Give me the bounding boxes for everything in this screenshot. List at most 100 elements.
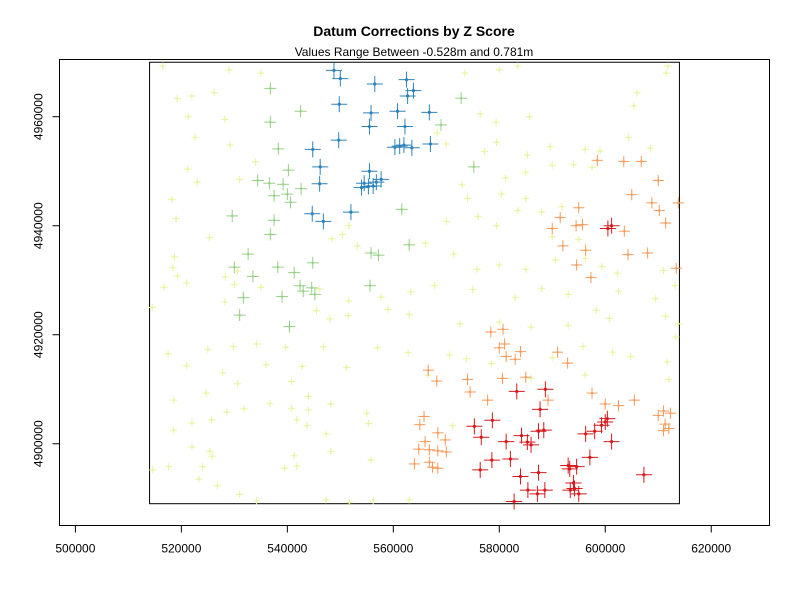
data-point-yellow	[497, 190, 505, 198]
data-point-yellow	[487, 360, 495, 368]
data-point-red	[466, 418, 483, 435]
data-point-yellow	[253, 340, 261, 348]
data-point-yellow	[522, 194, 530, 203]
data-point-yellow	[345, 297, 353, 305]
data-point-green	[251, 174, 264, 187]
data-point-blue	[363, 104, 380, 121]
data-point-yellow	[511, 294, 519, 302]
data-point-yellow	[236, 175, 244, 184]
data-point-blue	[342, 204, 359, 221]
data-point-yellow	[564, 321, 572, 330]
data-point-orange	[670, 262, 682, 274]
data-point-yellow	[170, 253, 179, 261]
data-point-yellow	[353, 242, 361, 250]
data-point-yellow	[558, 203, 566, 211]
data-point-orange	[612, 399, 625, 412]
data-point-yellow	[293, 462, 301, 470]
data-point-orange	[576, 219, 589, 231]
data-point-yellow	[364, 419, 373, 428]
data-point-yellow	[251, 158, 260, 166]
data-point-yellow	[304, 406, 313, 414]
data-point-blue	[312, 158, 329, 175]
data-point-yellow	[169, 426, 178, 434]
data-point-orange	[635, 155, 647, 168]
data-point-yellow	[287, 378, 296, 386]
x-tick-label: 620000	[691, 542, 731, 556]
data-point-green	[308, 288, 321, 301]
data-point-yellow	[160, 283, 168, 291]
data-point-red	[483, 452, 500, 469]
data-point-yellow	[674, 320, 682, 328]
data-point-orange	[509, 353, 521, 365]
data-point-red	[537, 381, 554, 398]
data-point-yellow	[298, 362, 306, 370]
data-point-yellow	[184, 113, 192, 121]
data-point-blue	[330, 132, 347, 149]
data-point-yellow	[303, 422, 311, 430]
data-point-red	[535, 422, 552, 439]
data-point-yellow	[546, 143, 554, 151]
data-point-yellow	[627, 352, 635, 361]
data-point-orange	[431, 375, 443, 387]
data-point-yellow	[405, 310, 413, 319]
data-point-yellow	[581, 145, 589, 154]
data-point-yellow	[522, 265, 530, 273]
data-point-yellow	[633, 89, 641, 97]
data-point-yellow	[204, 345, 212, 354]
data-point-green	[306, 256, 319, 269]
data-point-orange	[482, 394, 494, 406]
data-point-yellow	[663, 358, 671, 366]
data-point-orange	[672, 197, 684, 209]
data-point-orange	[497, 323, 509, 335]
data-point-yellow	[476, 110, 484, 118]
data-point-yellow	[188, 419, 196, 427]
data-point-yellow	[445, 351, 454, 359]
data-point-yellow	[564, 290, 572, 299]
data-point-yellow	[213, 482, 221, 490]
data-point-green	[403, 238, 416, 251]
data-point-orange	[573, 202, 585, 214]
data-point-red	[560, 457, 577, 474]
data-point-orange	[626, 189, 638, 201]
data-point-blue	[311, 175, 328, 192]
data-point-yellow	[159, 62, 167, 70]
data-point-yellow	[662, 312, 670, 320]
data-point-orange	[646, 197, 658, 209]
data-point-yellow	[588, 163, 596, 172]
data-point-green	[271, 261, 284, 274]
data-point-blue	[304, 205, 321, 222]
data-point-red	[562, 482, 579, 499]
x-tick-label: 560000	[373, 542, 413, 556]
data-point-red	[597, 413, 614, 430]
data-point-yellow	[207, 416, 216, 424]
data-point-green	[288, 266, 301, 279]
data-point-orange	[414, 419, 426, 431]
data-point-yellow	[630, 102, 638, 110]
plot-frame	[59, 59, 770, 526]
data-point-yellow	[492, 118, 500, 126]
data-point-orange	[551, 346, 564, 358]
data-point-yellow	[328, 235, 336, 243]
data-point-green	[282, 164, 295, 177]
data-point-yellow	[169, 264, 177, 272]
data-point-blue	[353, 179, 370, 196]
data-point-red	[532, 401, 549, 418]
data-point-orange	[422, 364, 434, 376]
x-tick-label: 580000	[479, 542, 519, 556]
data-point-yellow	[338, 230, 347, 239]
data-point-yellow	[407, 288, 415, 296]
data-point-yellow	[579, 343, 587, 351]
data-point-blue	[331, 96, 348, 113]
data-point-yellow	[456, 320, 464, 328]
data-point-yellow	[405, 496, 413, 504]
y-axis: 4900000 4920000 4940000 4960000	[32, 93, 60, 467]
data-point-green	[268, 189, 281, 202]
data-point-yellow	[363, 409, 371, 417]
data-point-green	[242, 248, 255, 261]
data-point-orange	[432, 427, 444, 439]
data-point-yellow	[293, 416, 301, 424]
data-point-blue	[325, 62, 342, 79]
data-point-yellow	[262, 361, 270, 369]
data-point-blue	[403, 139, 420, 156]
data-point-yellow	[424, 371, 432, 379]
